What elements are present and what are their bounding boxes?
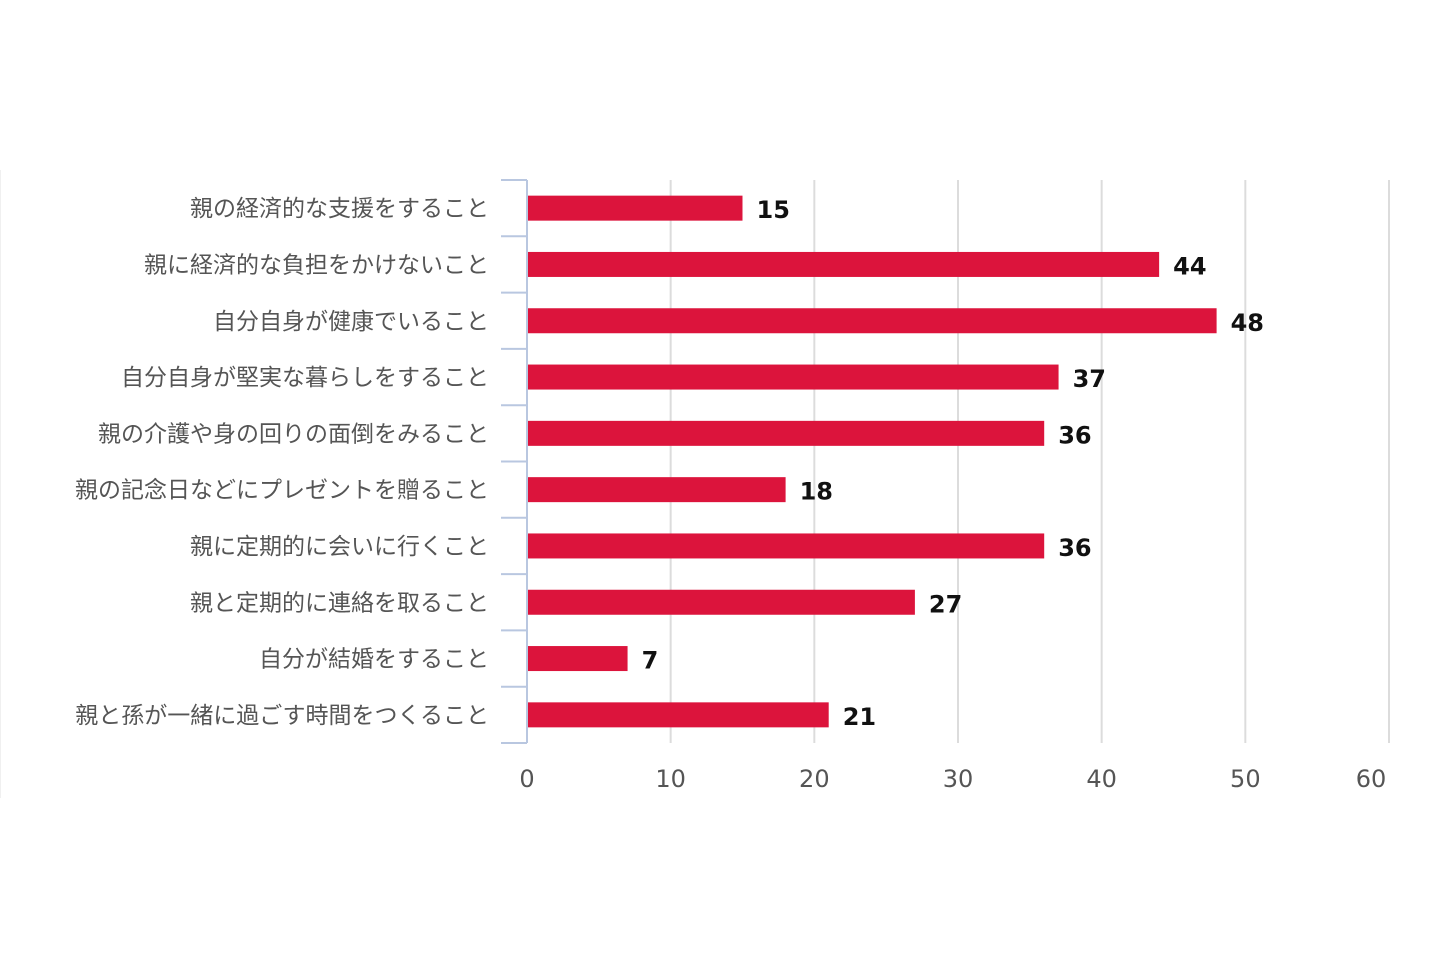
bar-chart: 親の経済的な支援をすること親に経済的な負担をかけないこと自分自身が健康でいること… [75, 179, 1390, 793]
bar-1 [527, 195, 743, 221]
x-tick-label: 60 [1356, 765, 1387, 793]
data-label: 18 [800, 478, 833, 506]
data-label: 48 [1231, 309, 1264, 337]
data-label: 7 [642, 647, 659, 675]
x-tick-label: 0 [519, 765, 534, 793]
category-label: 親と定期的に連絡を取ること [190, 590, 489, 616]
category-label: 親に定期的に会いに行くこと [190, 534, 489, 560]
x-tick-label: 50 [1230, 765, 1261, 793]
category-labels: 親の経済的な支援をすること親に経済的な負担をかけないこと自分自身が健康でいること… [75, 196, 489, 729]
category-label: 親の経済的な支援をすること [190, 196, 489, 222]
data-label: 27 [929, 590, 962, 618]
x-tick-label: 10 [655, 765, 686, 793]
x-axis-tick-labels: 0 10 20 30 40 50 60 [519, 765, 1386, 793]
bar-2 [527, 251, 1160, 277]
y-axis [501, 179, 528, 744]
data-label: 36 [1058, 534, 1091, 562]
data-label: 37 [1073, 365, 1106, 393]
bar-8 [527, 589, 915, 615]
bar-7 [527, 533, 1045, 559]
category-label: 自分自身が健康でいること [213, 309, 489, 335]
category-label: 親の記念日などにプレゼントを贈ること [75, 478, 489, 504]
bar-6 [527, 477, 786, 503]
data-label: 21 [843, 703, 876, 731]
data-label: 15 [757, 196, 790, 224]
x-tick-label: 20 [799, 765, 830, 793]
bars [527, 195, 1217, 728]
chart-panel: 親の経済的な支援をすること親に経済的な負担をかけないこと自分自身が健康でいること… [0, 162, 1440, 798]
bar-3 [527, 308, 1217, 334]
bar-5 [527, 420, 1045, 446]
x-tick-label: 30 [943, 765, 974, 793]
category-label: 自分自身が堅実な暮らしをすること [121, 365, 489, 391]
category-label: 親に経済的な負担をかけないこと [144, 252, 489, 278]
data-label: 36 [1058, 421, 1091, 449]
bar-9 [527, 646, 628, 672]
category-label: 親と孫が一緒に過ごす時間をつくること [75, 703, 489, 729]
x-tick-label: 40 [1086, 765, 1117, 793]
data-label: 44 [1173, 252, 1206, 280]
bar-4 [527, 364, 1059, 390]
bar-10 [527, 702, 829, 728]
category-label: 自分が結婚をすること [259, 647, 489, 673]
data-labels: 15 44 48 37 36 18 36 27 7 21 [642, 196, 1264, 731]
category-label: 親の介護や身の回りの面倒をみること [98, 421, 489, 447]
